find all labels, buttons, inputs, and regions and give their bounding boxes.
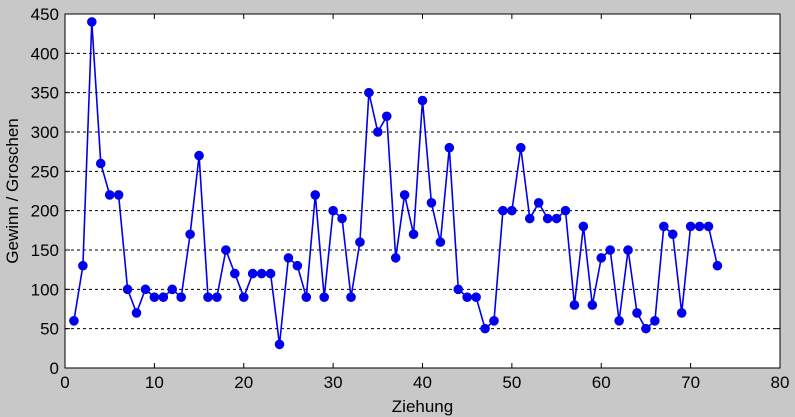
data-point [381,111,392,122]
y-tick-label: 400 [31,44,59,63]
data-point [78,260,88,271]
data-point [167,284,178,295]
x-axis-label: Ziehung [392,397,453,416]
data-point [542,213,553,224]
data-point [230,268,240,279]
data-point [480,323,490,334]
data-point [650,316,660,326]
data-point [685,221,696,232]
data-point [122,284,133,295]
data-point [95,158,106,169]
data-point [667,229,678,240]
data-point [319,292,329,303]
data-point [203,292,213,303]
data-point [426,198,437,208]
data-point [390,253,401,263]
data-point [194,150,204,161]
data-point [578,221,589,232]
data-point [87,17,97,27]
data-point [158,292,169,303]
data-point [524,213,535,224]
y-tick-label: 0 [50,359,59,378]
x-tick-label: 60 [592,373,611,392]
x-tick-label: 0 [60,373,69,392]
data-point [408,229,419,240]
data-point [596,253,607,263]
data-point [694,221,705,232]
axes [64,13,781,369]
data-point [489,316,499,326]
data-point [462,292,472,303]
x-tick-label: 70 [681,373,700,392]
data-point [498,205,508,216]
data-point [560,205,571,216]
y-tick-label: 450 [31,5,59,24]
data-point [533,198,544,208]
data-point [435,237,446,247]
x-tick-label: 20 [234,373,253,392]
data-point [641,323,651,334]
data-point [551,213,562,224]
data-point [712,260,723,271]
data-point [516,142,526,153]
data-point [632,308,642,318]
x-tick-label: 10 [145,373,164,392]
data-point [471,292,481,303]
data-point [453,284,464,295]
data-point [238,292,249,303]
data-point [346,292,356,303]
x-tick-label: 40 [413,373,432,392]
data-point [659,221,669,232]
data-point [337,213,347,224]
data-point [274,339,285,350]
data-point [256,268,267,279]
data-point [265,268,276,279]
y-tick-label: 250 [31,162,59,181]
tick-labels: 0 50 100 150 200 250 300 350 400 450 0 10 20 30 40 50 60… [31,5,790,392]
data-point [587,300,598,310]
data-point [247,268,258,279]
data-point [140,284,151,295]
data-point [373,127,383,137]
y-tick-label: 50 [40,320,59,339]
plot-area [65,14,780,368]
y-tick-label: 100 [31,280,59,299]
data-point [104,190,115,200]
y-tick-label: 200 [31,202,59,221]
data-point [676,308,687,318]
x-tick-label: 50 [502,373,521,392]
data-point [310,190,321,200]
x-tick-label: 30 [324,373,343,392]
data-point [569,300,580,310]
data-point [113,190,124,200]
data-point [149,292,160,303]
data-point [417,95,428,106]
data-point [212,292,222,303]
data-point [444,142,455,153]
data-point [328,205,338,216]
y-tick-label: 300 [31,123,59,142]
x-tick-label: 80 [771,373,790,392]
y-tick-label: 350 [31,84,59,103]
data-point [355,237,365,247]
data-point [283,253,294,263]
y-tick-label: 150 [31,241,59,260]
data-point [703,221,714,232]
data-point [176,292,186,303]
data-series [69,17,723,350]
data-point [301,292,312,303]
data-point [507,205,517,216]
data-point [69,316,79,326]
data-point [364,87,374,98]
data-point [131,308,142,318]
data-point [399,190,410,200]
data-point [292,260,303,271]
data-point [185,229,195,240]
data-point [221,245,231,255]
data-point [623,245,633,255]
data-point [605,245,615,255]
y-axis-label: Gewinn / Groschen [3,118,22,264]
data-point [614,316,624,326]
